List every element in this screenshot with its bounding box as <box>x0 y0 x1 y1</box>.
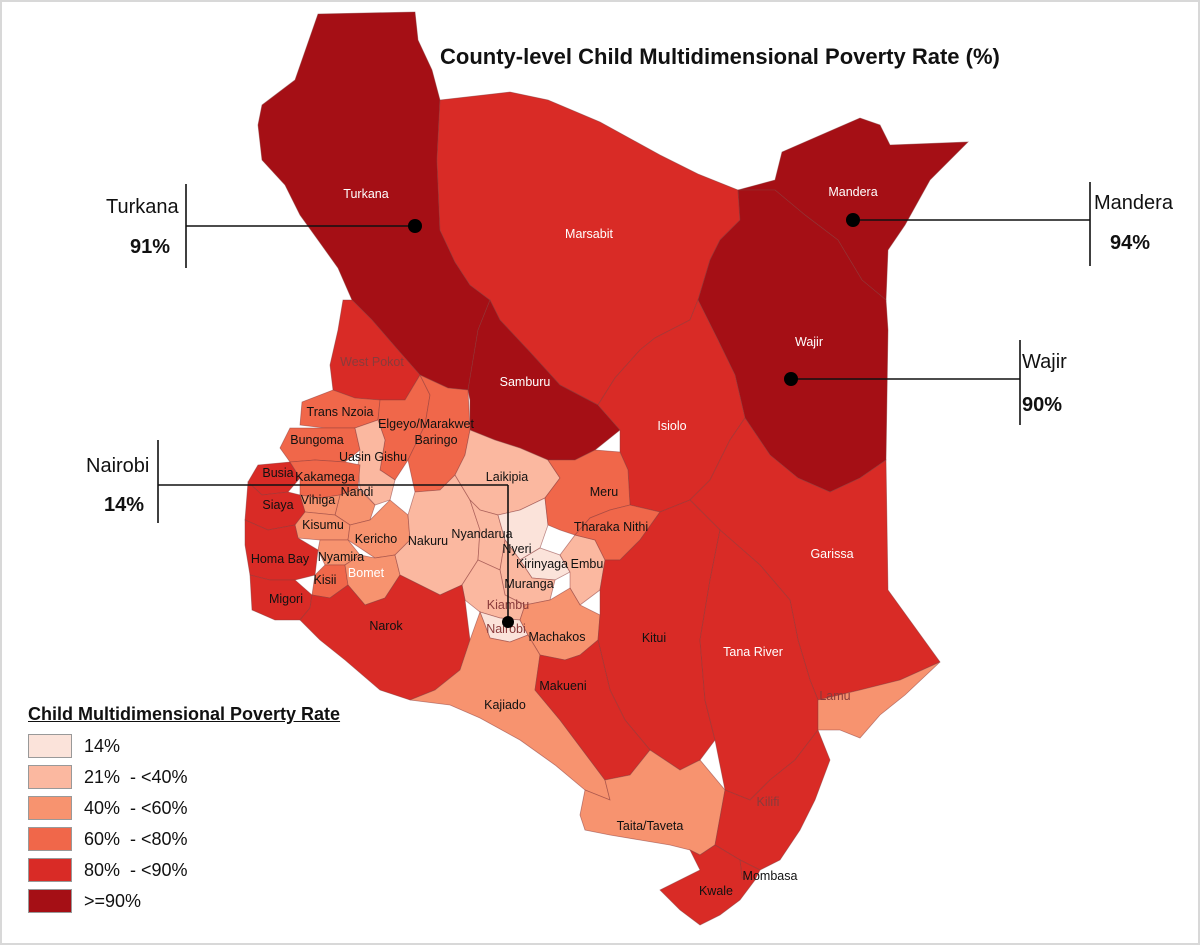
label-mandera: Mandera <box>828 185 877 199</box>
callout-name-turkana: Turkana <box>106 196 179 218</box>
label-west-pokot: West Pokot <box>340 355 404 369</box>
callout-value-mandera: 94% <box>1110 232 1151 254</box>
callout-value-wajir: 90% <box>1022 394 1063 416</box>
label-migori: Migori <box>269 592 303 606</box>
marker-turkana <box>408 219 422 233</box>
legend-label: 60% - <80% <box>84 828 188 849</box>
legend-label: 80% - <90% <box>84 859 188 880</box>
legend-label: >=90% <box>84 890 142 911</box>
label-wajir: Wajir <box>795 335 823 349</box>
label-nakuru: Nakuru <box>408 534 448 548</box>
label-nandi: Nandi <box>341 485 374 499</box>
label-kwale: Kwale <box>699 884 733 898</box>
label-kajiado: Kajiado <box>484 698 526 712</box>
label-tana-river: Tana River <box>723 645 783 659</box>
county-narok <box>299 574 471 701</box>
label-makueni: Makueni <box>539 679 586 693</box>
legend-item: 14% <box>28 734 120 758</box>
label-baringo: Baringo <box>414 433 457 447</box>
callout-name-wajir: Wajir <box>1022 351 1067 373</box>
legend-swatch <box>28 889 72 913</box>
label-kisii: Kisii <box>314 573 337 587</box>
label-kericho: Kericho <box>355 532 397 546</box>
label-elgeyo: Elgeyo/Marakwet <box>378 417 474 431</box>
label-kakamega: Kakamega <box>295 470 355 484</box>
callout-name-mandera: Mandera <box>1094 192 1173 214</box>
label-kitui: Kitui <box>642 631 666 645</box>
legend-item: >=90% <box>28 889 141 913</box>
legend-label: 14% <box>84 735 121 756</box>
label-machakos: Machakos <box>529 630 586 644</box>
marker-wajir <box>784 372 798 386</box>
label-turkana: Turkana <box>343 187 388 201</box>
label-kilifi: Kilifi <box>757 795 780 809</box>
label-nairobi: Nairobi <box>486 622 526 636</box>
label-mombasa: Mombasa <box>743 869 798 883</box>
legend-item: 40% - <60% <box>28 796 188 820</box>
label-nyandarua: Nyandarua <box>451 527 512 541</box>
map-title: County-level Child Multidimensional Pove… <box>440 44 1000 69</box>
callout-value-turkana: 91% <box>130 236 171 258</box>
legend-label: 40% - <60% <box>84 797 188 818</box>
label-kisumu: Kisumu <box>302 518 344 532</box>
label-trans-nzoia: Trans Nzoia <box>307 405 374 419</box>
callout-name-nairobi: Nairobi <box>86 455 150 477</box>
label-nyamira: Nyamira <box>318 550 365 564</box>
label-garissa: Garissa <box>810 547 853 561</box>
county-kwale <box>659 844 756 926</box>
label-taita-taveta: Taita/Taveta <box>617 819 684 833</box>
label-nyeri: Nyeri <box>502 542 531 556</box>
legend-item: 60% - <80% <box>28 827 188 851</box>
marker-nairobi <box>502 616 514 628</box>
legend-swatch <box>28 827 72 851</box>
label-bomet: Bomet <box>348 566 385 580</box>
label-siaya: Siaya <box>262 498 293 512</box>
marker-mandera <box>846 213 860 227</box>
label-muranga: Muranga <box>504 577 553 591</box>
county-lamu <box>817 661 941 739</box>
legend-title: Child Multidimensional Poverty Rate <box>28 704 341 724</box>
label-meru: Meru <box>590 485 619 499</box>
legend-swatch <box>28 765 72 789</box>
legend-item: 80% - <90% <box>28 858 188 882</box>
label-busia: Busia <box>262 466 293 480</box>
label-vihiga: Vihiga <box>301 493 336 507</box>
label-uasin-gishu: Uasin Gishu <box>339 450 407 464</box>
legend-swatch <box>28 858 72 882</box>
label-marsabit: Marsabit <box>565 227 613 241</box>
legend-item: 21% - <40% <box>28 765 188 789</box>
label-isiolo: Isiolo <box>657 419 686 433</box>
legend-swatch <box>28 734 72 758</box>
label-laikipia: Laikipia <box>486 470 528 484</box>
label-tharaka-nithi: Tharaka Nithi <box>574 520 648 534</box>
label-kirinyaga: Kirinyaga <box>516 557 568 571</box>
label-samburu: Samburu <box>500 375 551 389</box>
label-lamu: Lamu <box>819 689 850 703</box>
label-narok: Narok <box>369 619 403 633</box>
label-bungoma: Bungoma <box>290 433 344 447</box>
label-embu: Embu <box>571 557 604 571</box>
legend-label: 21% - <40% <box>84 766 188 787</box>
callout-value-nairobi: 14% <box>104 494 145 516</box>
legend-swatch <box>28 796 72 820</box>
label-homa-bay: Homa Bay <box>251 552 310 566</box>
